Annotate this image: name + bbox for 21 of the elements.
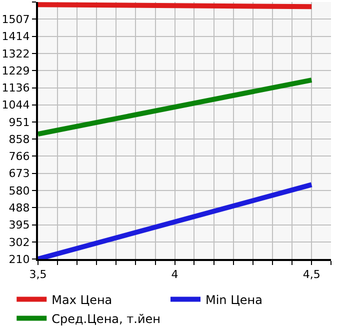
y-tick-label: 395 [8, 218, 30, 232]
y-tick-label: 1044 [2, 98, 30, 112]
y-tick-label: 1507 [2, 13, 30, 26]
x-tick-label: 4 [171, 268, 178, 282]
legend-label: Min Цена [205, 292, 263, 307]
y-tick-label: 673 [8, 167, 30, 180]
x-tick-label: 3,5 [29, 268, 47, 282]
x-tick-label: 4,5 [302, 268, 320, 282]
y-tick-label: 1136 [2, 82, 30, 95]
legend-label: Сред.Цена, т.йен [52, 312, 160, 326]
y-tick-label: 1322 [2, 47, 30, 60]
y-tick-label: 1229 [2, 64, 30, 78]
y-tick-label: 580 [8, 184, 30, 198]
y-tick-label: 951 [8, 116, 30, 129]
y-tick-label: 210 [8, 252, 30, 266]
y-tick-label: 1414 [2, 30, 30, 44]
y-tick-label: 488 [8, 201, 30, 214]
y-tick-label: 302 [8, 236, 30, 249]
y-tick-label: 858 [8, 133, 30, 146]
y-tick-label: 766 [8, 150, 30, 164]
legend-label: Max Цена [52, 292, 112, 307]
